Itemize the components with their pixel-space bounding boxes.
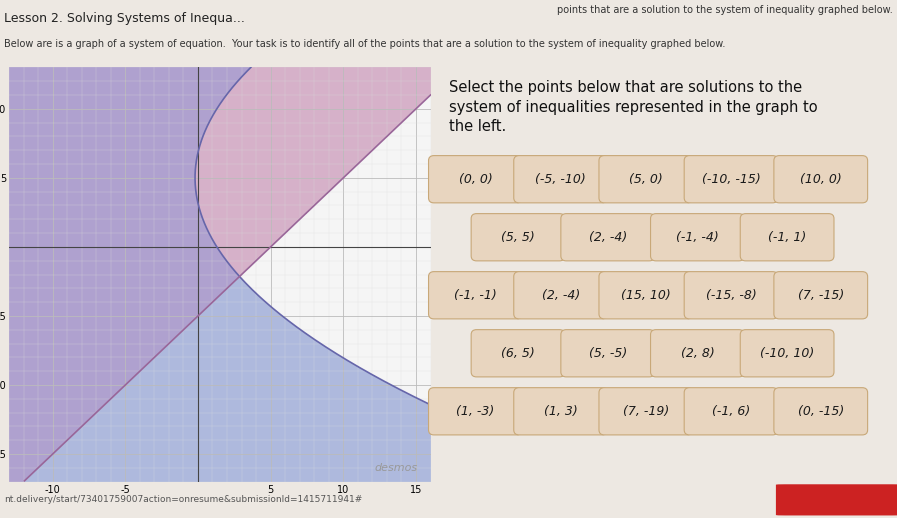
- FancyBboxPatch shape: [774, 387, 867, 435]
- FancyBboxPatch shape: [561, 329, 655, 377]
- FancyBboxPatch shape: [429, 155, 522, 203]
- Text: (5, -5): (5, -5): [588, 347, 627, 360]
- FancyBboxPatch shape: [776, 484, 897, 515]
- Text: (10, 0): (10, 0): [800, 172, 841, 186]
- FancyBboxPatch shape: [684, 387, 778, 435]
- Text: (5, 0): (5, 0): [629, 172, 663, 186]
- FancyBboxPatch shape: [650, 329, 745, 377]
- Text: (-10, 10): (-10, 10): [760, 347, 814, 360]
- FancyBboxPatch shape: [561, 213, 655, 261]
- FancyBboxPatch shape: [471, 329, 565, 377]
- Text: (2, -4): (2, -4): [542, 289, 579, 302]
- FancyBboxPatch shape: [740, 329, 834, 377]
- FancyBboxPatch shape: [740, 213, 834, 261]
- FancyBboxPatch shape: [599, 155, 692, 203]
- Text: (5, 5): (5, 5): [501, 231, 535, 244]
- Text: (-1, 6): (-1, 6): [712, 405, 750, 418]
- Text: (15, 10): (15, 10): [621, 289, 671, 302]
- FancyBboxPatch shape: [429, 271, 522, 319]
- FancyBboxPatch shape: [684, 155, 778, 203]
- FancyBboxPatch shape: [774, 271, 867, 319]
- Text: (7, -15): (7, -15): [797, 289, 844, 302]
- FancyBboxPatch shape: [599, 387, 692, 435]
- Text: (-15, -8): (-15, -8): [706, 289, 756, 302]
- Text: Below are is a graph of a system of equation.  Your task is to identify all of t: Below are is a graph of a system of equa…: [4, 39, 726, 49]
- Text: (1, 3): (1, 3): [544, 405, 578, 418]
- FancyBboxPatch shape: [599, 271, 692, 319]
- Text: points that are a solution to the system of inequality graphed below.: points that are a solution to the system…: [557, 5, 893, 16]
- Text: (6, 5): (6, 5): [501, 347, 535, 360]
- Text: desmos: desmos: [375, 464, 418, 473]
- Text: Lesson 2. Solving Systems of Inequa...: Lesson 2. Solving Systems of Inequa...: [4, 12, 246, 25]
- FancyBboxPatch shape: [774, 155, 867, 203]
- Text: (0, 0): (0, 0): [458, 172, 492, 186]
- Text: (-1, -4): (-1, -4): [676, 231, 718, 244]
- FancyBboxPatch shape: [514, 387, 607, 435]
- Text: (1, -3): (1, -3): [457, 405, 494, 418]
- Text: Sign out: Sign out: [813, 495, 865, 505]
- Text: (-10, -15): (-10, -15): [701, 172, 761, 186]
- Text: (7, -19): (7, -19): [623, 405, 669, 418]
- Text: (2, 8): (2, 8): [681, 347, 714, 360]
- FancyBboxPatch shape: [471, 213, 565, 261]
- Text: (0, -15): (0, -15): [797, 405, 844, 418]
- Text: (-5, -10): (-5, -10): [536, 172, 586, 186]
- Text: (-1, -1): (-1, -1): [454, 289, 497, 302]
- Text: Select the points below that are solutions to the
system of inequalities represe: Select the points below that are solutio…: [448, 80, 817, 134]
- Text: nt.delivery/start/73401759007action=onresume&submissionId=1415711941#: nt.delivery/start/73401759007action=onre…: [4, 495, 362, 505]
- FancyBboxPatch shape: [514, 271, 607, 319]
- Text: (-1, 1): (-1, 1): [768, 231, 806, 244]
- FancyBboxPatch shape: [429, 387, 522, 435]
- FancyBboxPatch shape: [514, 155, 607, 203]
- FancyBboxPatch shape: [650, 213, 745, 261]
- FancyBboxPatch shape: [684, 271, 778, 319]
- Text: (2, -4): (2, -4): [588, 231, 627, 244]
